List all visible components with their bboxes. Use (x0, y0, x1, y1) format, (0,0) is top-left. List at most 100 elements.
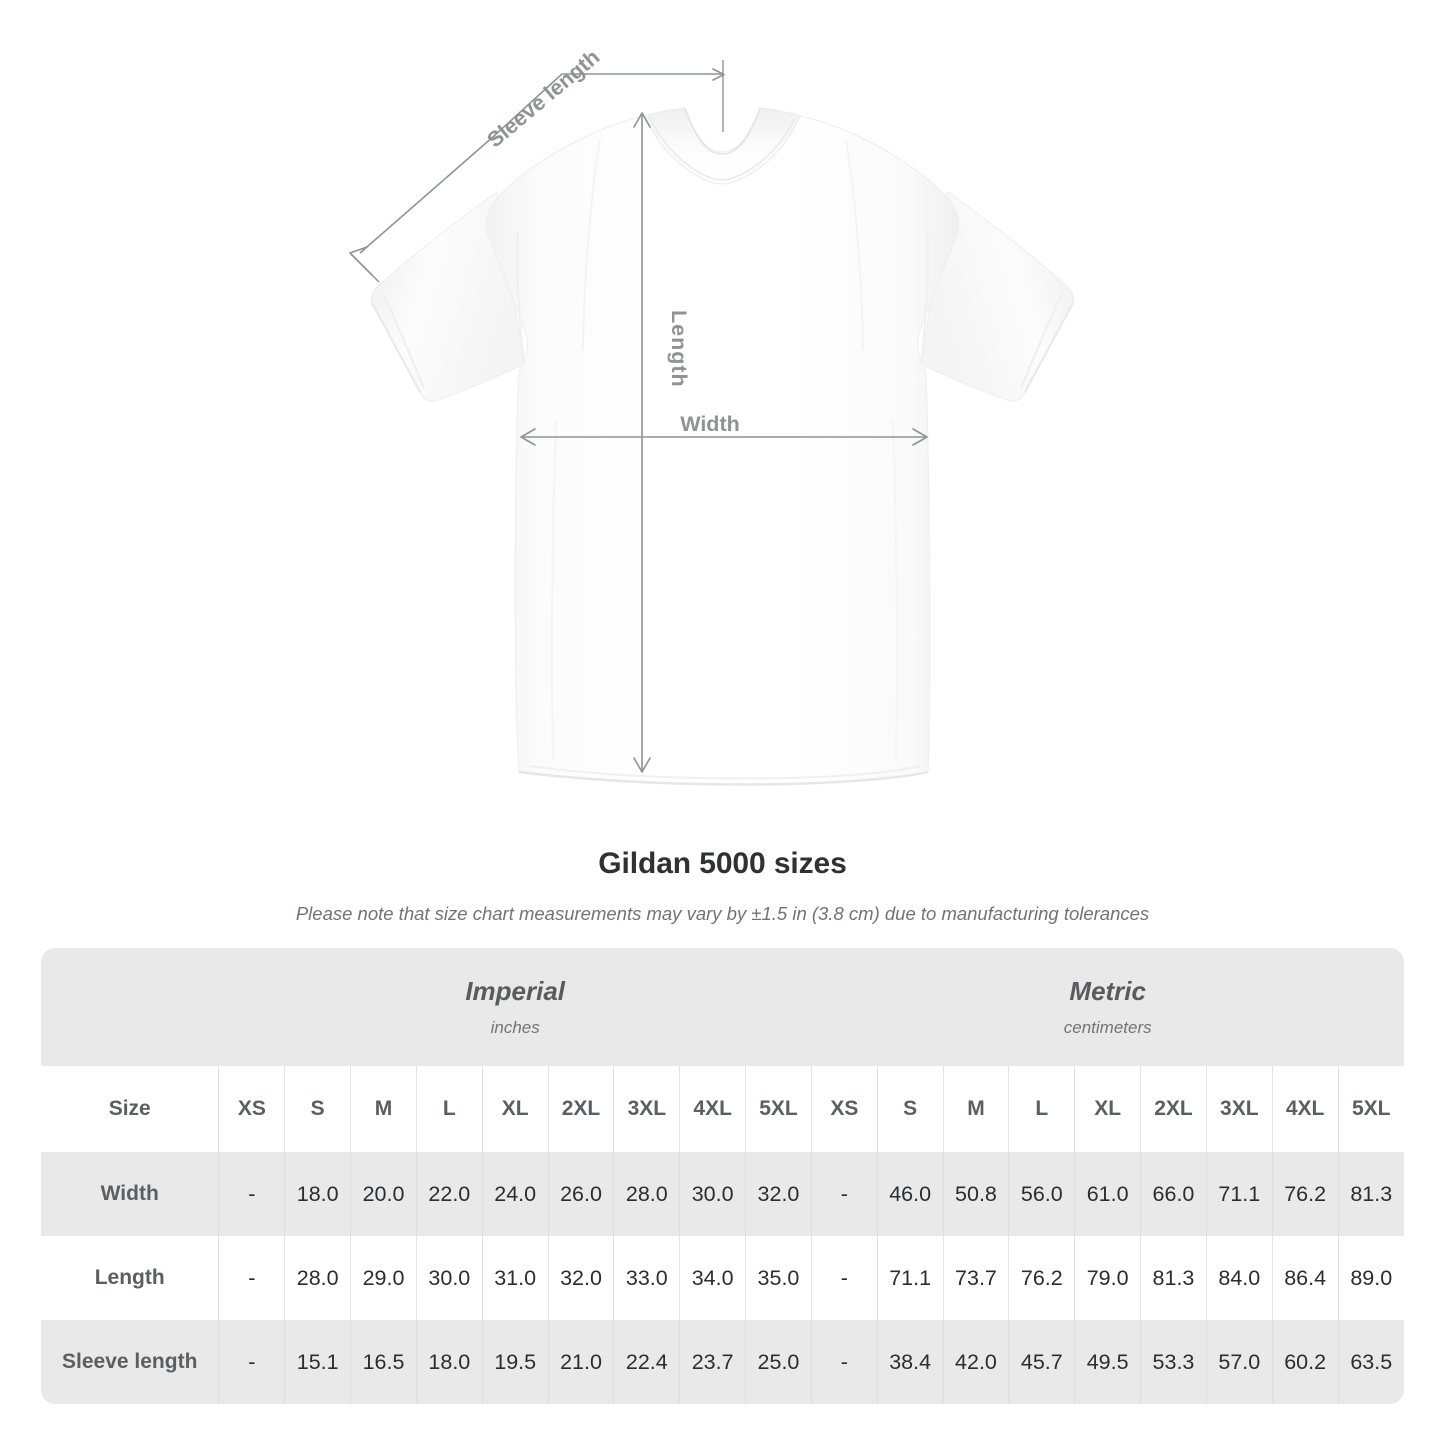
cell-width-imp-5xl: 32.0 (745, 1152, 812, 1236)
cell-sleeve-imp-xs: - (218, 1320, 285, 1404)
cell-sleeve-imp-2xl: 21.0 (547, 1320, 614, 1404)
header-imperial-2xl: 2XL (547, 1066, 614, 1152)
cell-sleeve-met-5xl: 63.5 (1337, 1320, 1404, 1404)
header-imperial-m: M (350, 1066, 417, 1152)
length-arrow-bottom (633, 757, 651, 773)
unit-group-metric: Metric centimeters (811, 948, 1404, 1066)
cell-sleeve-met-3xl: 57.0 (1205, 1320, 1273, 1404)
tshirt-illustration (370, 107, 1075, 786)
cell-length-met-5xl: 89.0 (1337, 1236, 1404, 1320)
cell-width-met-s: 46.0 (876, 1152, 944, 1236)
header-metric-l: L (1008, 1066, 1075, 1152)
measurement-lines (349, 60, 928, 773)
header-metric-s: S (876, 1066, 944, 1152)
cell-width-met-3xl: 71.1 (1205, 1152, 1273, 1236)
garment-measurement-diagram: Sleeve length Length Width (349, 45, 1075, 786)
header-metric-4xl: 4XL (1271, 1066, 1339, 1152)
cell-length-imp-m: 29.0 (350, 1236, 417, 1320)
cell-width-met-xs: - (810, 1152, 878, 1236)
cell-sleeve-imp-3xl: 22.4 (613, 1320, 680, 1404)
cell-sleeve-met-4xl: 60.2 (1271, 1320, 1339, 1404)
sleeve-arrow-right (712, 68, 725, 81)
header-metric-5xl: 5XL (1337, 1066, 1404, 1152)
header-imperial-5xl: 5XL (745, 1066, 812, 1152)
banner-spacer (41, 948, 219, 1066)
cell-sleeve-met-l: 45.7 (1008, 1320, 1075, 1404)
cell-length-met-m: 73.7 (942, 1236, 1009, 1320)
cell-length-imp-xs: - (218, 1236, 285, 1320)
cell-sleeve-imp-xl: 19.5 (481, 1320, 549, 1404)
row-label-sleeve-length: Sleeve length (41, 1320, 219, 1404)
unit-banner-row: Imperial inches Metric centimeters (41, 948, 1404, 1066)
unit-sub-metric: centimeters (1063, 1017, 1152, 1037)
cell-width-imp-4xl: 30.0 (679, 1152, 746, 1236)
header-metric-xs: XS (810, 1066, 878, 1152)
cell-width-met-l: 56.0 (1008, 1152, 1075, 1236)
cell-width-met-4xl: 76.2 (1271, 1152, 1339, 1236)
cell-sleeve-imp-s: 15.1 (284, 1320, 351, 1404)
header-imperial-3xl: 3XL (613, 1066, 680, 1152)
cell-length-imp-2xl: 32.0 (547, 1236, 614, 1320)
cell-width-imp-l: 22.0 (415, 1152, 483, 1236)
cell-length-met-xl: 79.0 (1074, 1236, 1141, 1320)
cell-sleeve-met-xs: - (810, 1320, 878, 1404)
header-imperial-4xl: 4XL (679, 1066, 746, 1152)
header-imperial-s: S (284, 1066, 351, 1152)
header-metric-3xl: 3XL (1205, 1066, 1273, 1152)
length-arrow-top (633, 112, 651, 128)
cell-length-met-2xl: 81.3 (1140, 1236, 1207, 1320)
cell-width-imp-2xl: 26.0 (547, 1152, 614, 1236)
cell-length-met-4xl: 86.4 (1271, 1236, 1339, 1320)
width-arrow-right (912, 428, 928, 446)
cell-width-imp-xs: - (218, 1152, 285, 1236)
page-title: Gildan 5000 sizes (598, 847, 847, 880)
header-metric-xl: XL (1074, 1066, 1141, 1152)
cell-length-met-l: 76.2 (1008, 1236, 1075, 1320)
width-arrow-left (520, 428, 536, 446)
sleeve-diagonal-leader (359, 135, 495, 254)
header-size-label: Size (41, 1066, 219, 1152)
cell-length-imp-4xl: 34.0 (679, 1236, 746, 1320)
cell-length-imp-xl: 31.0 (481, 1236, 549, 1320)
cell-sleeve-met-xl: 49.5 (1074, 1320, 1141, 1404)
cell-sleeve-imp-m: 16.5 (350, 1320, 417, 1404)
row-label-width: Width (41, 1152, 219, 1236)
unit-sub-imperial: inches (490, 1017, 540, 1037)
cell-sleeve-met-m: 42.0 (942, 1320, 1009, 1404)
cell-length-imp-s: 28.0 (284, 1236, 351, 1320)
table-row: Length - 28.0 29.0 30.0 31.0 32.0 33.0 3… (41, 1236, 1404, 1320)
header-imperial-l: L (415, 1066, 483, 1152)
cell-width-imp-s: 18.0 (284, 1152, 351, 1236)
cell-width-imp-m: 20.0 (350, 1152, 417, 1236)
tolerance-note: Please note that size chart measurements… (295, 903, 1150, 924)
header-imperial-xl: XL (481, 1066, 549, 1152)
header-metric-2xl: 2XL (1140, 1066, 1207, 1152)
cell-sleeve-imp-5xl: 25.0 (745, 1320, 812, 1404)
size-header-row: Size XS S M L XL 2XL 3XL 4XL 5XL XS S M … (41, 1066, 1404, 1152)
row-label-length: Length (41, 1236, 219, 1320)
width-label: Width (680, 412, 740, 436)
size-table: Imperial inches Metric centimeters Size … (41, 948, 1404, 1404)
cell-width-imp-xl: 24.0 (481, 1152, 549, 1236)
cell-length-met-3xl: 84.0 (1205, 1236, 1273, 1320)
cell-width-met-5xl: 81.3 (1337, 1152, 1404, 1236)
cell-width-met-2xl: 66.0 (1140, 1152, 1207, 1236)
cell-length-imp-l: 30.0 (415, 1236, 483, 1320)
unit-group-imperial: Imperial inches (218, 948, 812, 1066)
header-metric-m: M (942, 1066, 1009, 1152)
cell-length-imp-3xl: 33.0 (613, 1236, 680, 1320)
size-table-container: Imperial inches Metric centimeters Size … (41, 948, 1404, 1404)
cell-sleeve-imp-4xl: 23.7 (679, 1320, 746, 1404)
sleeve-shoulder-leader (493, 73, 563, 137)
cell-length-met-xs: - (810, 1236, 878, 1320)
cell-width-met-m: 50.8 (942, 1152, 1009, 1236)
header-imperial-xs: XS (218, 1066, 285, 1152)
cell-length-imp-5xl: 35.0 (745, 1236, 812, 1320)
table-row: Sleeve length - 15.1 16.5 18.0 19.5 21.0… (41, 1320, 1404, 1404)
length-label: Length (667, 310, 691, 388)
title-block: Gildan 5000 sizes Please note that size … (0, 845, 1445, 926)
cell-width-met-xl: 61.0 (1074, 1152, 1141, 1236)
table-row: Width - 18.0 20.0 22.0 24.0 26.0 28.0 30… (41, 1152, 1404, 1236)
cell-sleeve-met-s: 38.4 (876, 1320, 944, 1404)
